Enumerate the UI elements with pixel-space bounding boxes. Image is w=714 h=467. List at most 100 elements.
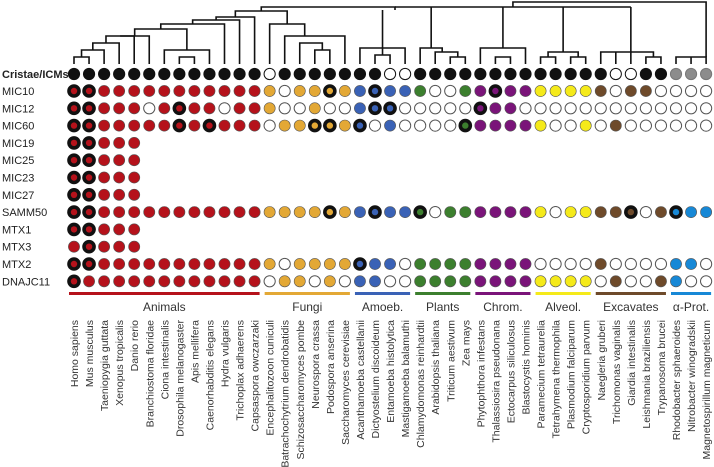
characterized-marker-core: [386, 105, 394, 112]
absent-marker: [669, 119, 683, 132]
absent-marker: [639, 206, 653, 219]
absent-marker: [624, 275, 637, 288]
characterized-marker-core: [371, 105, 379, 112]
absent-marker: [549, 102, 562, 115]
present-marker: [444, 275, 457, 288]
tree-branch: [599, 51, 655, 64]
present-marker: [564, 275, 577, 288]
present-marker: [579, 119, 592, 132]
present-marker: [338, 85, 351, 97]
present-marker: [308, 258, 321, 270]
absent-marker: [399, 102, 412, 115]
cristae-marker: [639, 67, 653, 81]
species-label: Neurospora crassa: [310, 320, 322, 409]
species-label: Mus musculus: [84, 320, 96, 387]
species-label: Danio rerio: [129, 320, 141, 372]
present-marker: [384, 85, 396, 97]
tree-branch: [105, 35, 135, 64]
characterized-marker-core: [70, 139, 78, 147]
present-marker: [459, 258, 472, 270]
present-marker: [519, 258, 532, 270]
present-marker: [414, 85, 427, 97]
present-marker: [98, 275, 110, 288]
absent-marker: [429, 206, 442, 219]
characterized-marker-core: [70, 122, 78, 129]
present-marker: [263, 206, 276, 218]
present-marker: [293, 85, 306, 97]
present-marker: [399, 206, 411, 218]
present-marker: [68, 240, 80, 253]
tree-branch: [298, 42, 324, 64]
characterized-marker-core: [70, 208, 78, 216]
present-marker: [158, 258, 171, 270]
absent-marker: [594, 102, 607, 115]
present-marker: [474, 206, 487, 218]
present-marker: [263, 258, 276, 270]
tree-branch: [419, 47, 443, 64]
cristae-marker: [263, 67, 276, 81]
present-marker: [188, 275, 201, 288]
species-label: Blastocystis hominis: [521, 320, 533, 415]
present-marker: [338, 119, 351, 132]
characterized-marker-core: [311, 122, 318, 129]
cristae-marker: [293, 67, 306, 81]
characterized-marker-core: [462, 122, 469, 129]
characterized-marker-core: [70, 105, 78, 112]
species-label: Caenorhabditis elegans: [204, 320, 216, 430]
present-marker: [218, 85, 231, 97]
present-marker: [233, 119, 246, 132]
present-marker: [113, 136, 126, 149]
absent-marker: [684, 119, 698, 132]
absent-marker: [609, 257, 622, 271]
cristae-marker: [624, 67, 637, 81]
present-marker: [504, 258, 517, 270]
absent-marker: [639, 102, 653, 115]
present-marker: [609, 206, 622, 218]
present-marker: [143, 206, 156, 218]
present-marker: [98, 223, 110, 236]
present-marker: [293, 275, 306, 288]
absent-marker: [594, 119, 607, 132]
present-marker: [128, 223, 141, 236]
cristae-marker: [579, 67, 592, 81]
present-marker: [128, 171, 141, 184]
present-marker: [504, 85, 517, 97]
species-label: Magnetospirillum magneticum: [701, 320, 713, 460]
present-marker: [128, 188, 141, 201]
cristae-marker: [338, 67, 351, 81]
present-marker: [83, 275, 95, 288]
cristae-marker: [188, 67, 201, 81]
characterized-marker-core: [371, 87, 379, 95]
absent-marker: [519, 102, 532, 115]
species-label: Podospora anserina: [325, 320, 337, 414]
present-marker: [670, 258, 682, 270]
absent-marker: [399, 275, 412, 288]
absent-marker: [338, 102, 351, 115]
present-marker: [233, 85, 246, 97]
present-marker: [113, 154, 126, 167]
species-label: Zea mays: [460, 320, 472, 366]
absent-marker: [399, 119, 412, 132]
present-marker: [308, 102, 321, 115]
species-label: Nitrobacter winogradskii: [686, 320, 698, 432]
group-label: Fungi: [292, 300, 322, 314]
present-marker: [218, 206, 231, 218]
present-marker: [113, 240, 126, 253]
absent-marker: [639, 275, 653, 288]
present-marker: [609, 275, 622, 288]
present-marker: [128, 206, 141, 218]
species-label: Dictyostelium discoideum: [370, 320, 382, 439]
absent-marker: [609, 84, 622, 98]
absent-marker: [444, 84, 457, 98]
absent-marker: [594, 275, 607, 288]
characterized-marker-core: [70, 260, 78, 268]
absent-marker: [549, 257, 562, 271]
species-label: Homo sapiens: [69, 320, 81, 387]
tree-branch: [260, 6, 396, 11]
present-marker: [444, 258, 457, 270]
absent-marker: [579, 257, 592, 271]
present-marker: [188, 102, 201, 115]
cristae-marker: [504, 67, 517, 81]
group-label: Chrom.: [483, 300, 522, 314]
absent-marker: [654, 102, 668, 115]
